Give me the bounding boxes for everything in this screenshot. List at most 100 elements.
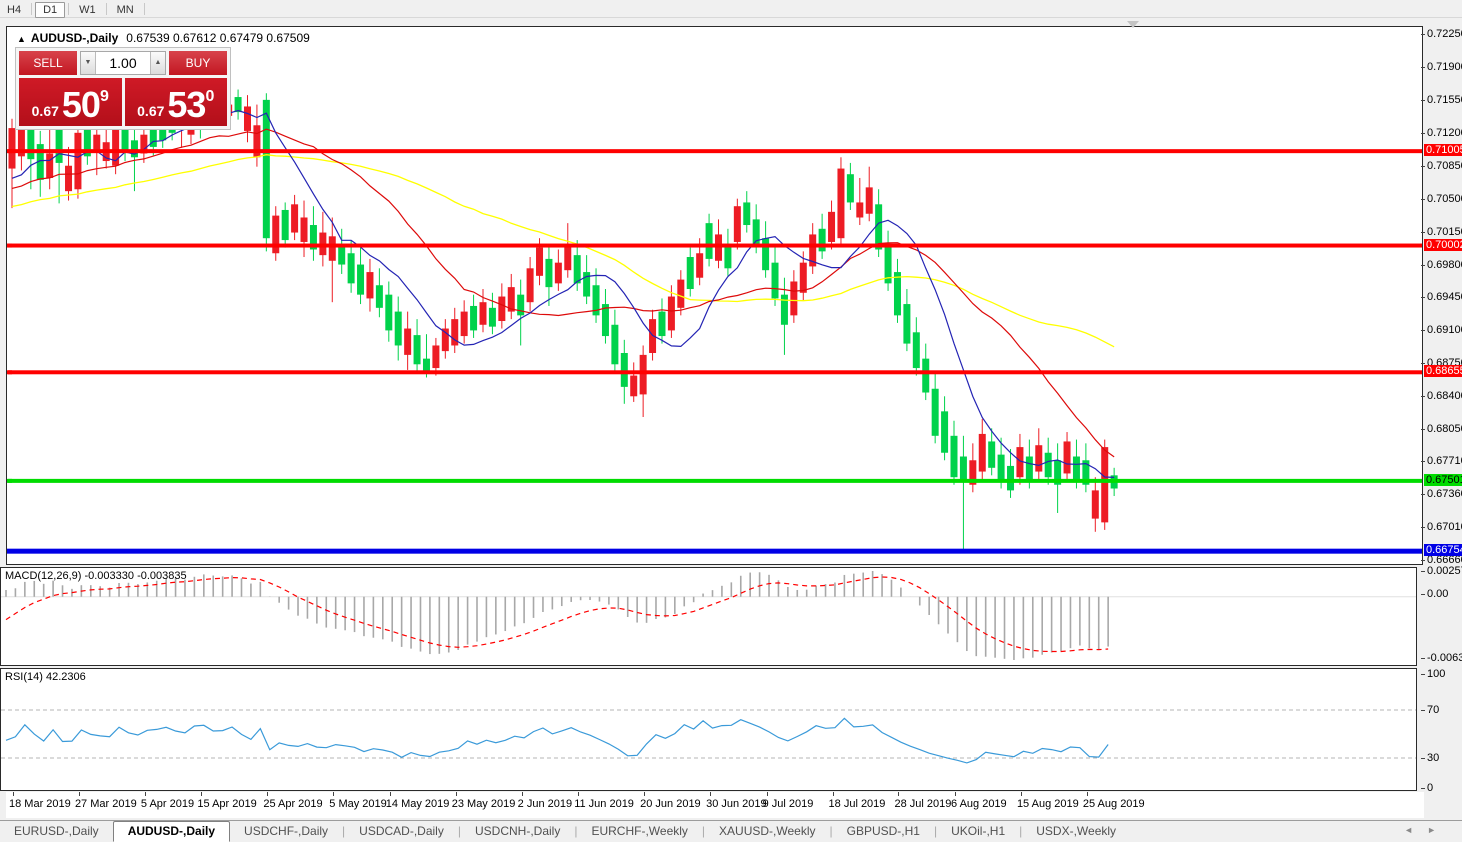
chart-tab-usdx-weekly[interactable]: USDX-,Weekly [1036,824,1117,838]
chart-tab-eurusd-daily[interactable]: EURUSD-,Daily [14,824,99,838]
sell-price-big: 50 [61,84,101,125]
tab-separator: | [574,824,578,838]
chart-tab-usdcad-daily[interactable]: USDCAD-,Daily [359,824,444,838]
macd-pane[interactable]: MACD(12,26,9) -0.003330 -0.003835 [0,567,1417,666]
date-tick [955,792,956,796]
chart-tab-ukoil-h1[interactable]: UKOil-,H1 [951,824,1006,838]
rsi-axis-label: 30 [1427,752,1440,764]
rsi-axis-label: 0 [1427,782,1434,794]
chart-tab-xauusd-weekly[interactable]: XAUUSD-,Weekly [719,824,816,838]
date-label: 6 Aug 2019 [951,798,1007,810]
chart-tab-gbpusd-h1[interactable]: GBPUSD-,H1 [846,824,920,838]
chart-shift-marker-icon[interactable] [1127,21,1139,28]
collapse-panel-icon[interactable]: ▲ [17,34,26,44]
date-label: 27 Mar 2019 [74,798,137,810]
axis-tick [1421,658,1425,659]
date-label: 15 Aug 2019 [1016,798,1079,810]
rsi-pane[interactable]: RSI(14) 42.2306 [0,668,1417,791]
candlestick-chart[interactable] [7,27,1422,564]
volume-increase-icon[interactable]: ▲ [150,52,165,74]
timeframe-button-h4[interactable]: H4 [7,4,22,16]
one-click-trade-panel: SELL ▼ 1.00 ▲ BUY 0.67 50 9 0.67 53 0 [15,47,231,130]
date-label: 20 Jun 2019 [640,798,701,810]
timeframe-button-w1[interactable]: W1 [79,4,96,16]
date-label: 9 Jul 2019 [762,798,814,810]
buy-price-box[interactable]: 0.67 53 0 [124,78,227,126]
toolbar-separator [68,2,70,15]
axis-tick [1421,132,1425,134]
date-tick [1020,792,1022,796]
axis-tick [1421,494,1425,496]
date-tick [521,792,523,796]
tab-separator: | [933,824,938,838]
date-tick [832,792,834,796]
tab-scroll-right-icon[interactable]: ► [1427,825,1450,835]
chart-tab-usdchf-daily[interactable]: USDCHF-,Daily [244,824,329,838]
axis-tick [1421,330,1425,332]
date-tick [578,792,580,796]
axis-tick [1421,710,1425,711]
date-tick [333,792,335,796]
volume-decrease-icon[interactable]: ▼ [81,52,96,74]
price-line-badge: 0.70002 [1424,238,1462,251]
axis-tick [1421,594,1425,595]
chart-tab-audusd-daily[interactable]: AUDUSD-,Daily [112,821,231,842]
date-tick [13,792,14,796]
volume-input[interactable]: 1.00 [109,55,137,71]
axis-tick [1421,99,1425,101]
tab-separator: | [829,824,833,838]
axis-tick [1421,66,1425,68]
date-label: 28 Jul 2019 [894,798,952,810]
date-label: 25 Aug 2019 [1082,798,1145,810]
chart-tab-eurchf-weekly[interactable]: EURCHF-,Weekly [591,824,688,838]
date-label: 18 Jul 2019 [828,798,886,810]
sell-price-box[interactable]: 0.67 50 9 [19,78,122,126]
date-tick [389,792,391,796]
chart-title: ▲ AUDUSD-,Daily 0.67539 0.67612 0.67479 0.… [17,31,310,45]
date-tick [898,792,900,796]
tab-scroll-left-icon[interactable]: ◄ [1404,825,1428,835]
axis-tick [1421,461,1425,463]
rsi-axis-label: 70 [1427,704,1440,716]
timeframe-button-d1[interactable]: D1 [35,2,66,18]
date-tick [766,792,768,796]
axis-tick [1421,758,1425,759]
main-chart-pane[interactable]: ▲ AUDUSD-,Daily 0.67539 0.67612 0.67479 0.… [6,26,1423,565]
timeframe-toolbar: H4 D1 W1 MN [0,0,1462,18]
axis-tick [1421,363,1425,365]
sell-button[interactable]: SELL [19,51,77,75]
tab-separator: | [457,824,461,838]
buy-price-pip: 0 [205,88,215,105]
rsi-axis-label: 100 [1427,668,1446,680]
date-tick [455,792,457,796]
toolbar-separator [105,2,107,15]
toolbar-separator [31,2,33,15]
axis-tick [1421,165,1425,167]
date-tick [201,792,203,796]
date-tick [644,792,646,796]
ohlc-values: 0.67539 0.67612 0.67479 0.67509 [126,31,310,45]
axis-tick [1421,198,1425,200]
date-axis[interactable]: 18 Mar 2019 27 Mar 2019 5 Apr 2019 15 Apr 2… [6,792,1424,818]
timeframe-button-mn[interactable]: MN [116,4,134,16]
date-label: 5 May 2019 [329,798,387,810]
price-line-badge: 0.71005 [1424,144,1462,157]
axis-tick [1421,788,1425,789]
axis-tick [1421,264,1425,266]
axis-tick [1421,429,1425,431]
tab-separator: | [1019,824,1023,838]
chart-tab-usdcnh-daily[interactable]: USDCNH-,Daily [474,824,561,838]
macd-axis-label: 0.00 [1427,588,1449,600]
buy-button[interactable]: BUY [169,51,227,75]
